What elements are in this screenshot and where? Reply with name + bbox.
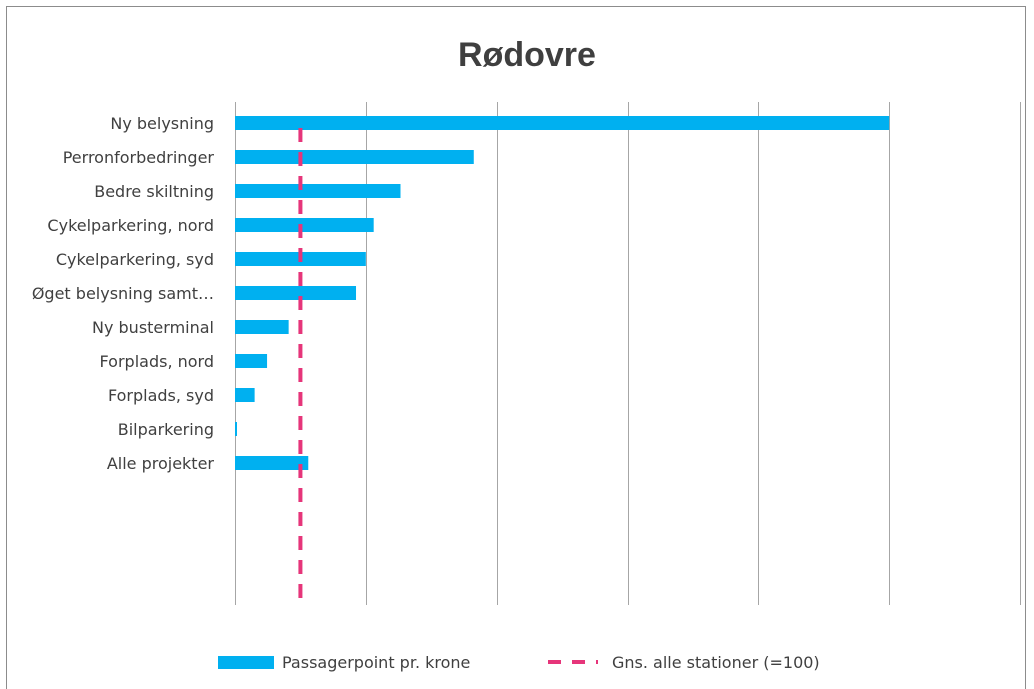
category-label-10: Alle projekter — [107, 454, 215, 473]
category-label-8: Forplads, syd — [108, 386, 214, 405]
bar-0 — [235, 116, 890, 130]
category-label-5: Øget belysning samt… — [32, 284, 214, 303]
category-labels: Ny belysning Perronforbedringer Bedre skil… — [32, 114, 215, 473]
category-label-9: Bilparkering — [118, 420, 214, 439]
bar-1 — [235, 150, 474, 164]
bar-9 — [235, 422, 237, 436]
bar-2 — [235, 184, 401, 198]
category-label-1: Perronforbedringer — [63, 148, 215, 167]
bar-5 — [235, 286, 357, 300]
category-label-6: Ny busterminal — [92, 318, 214, 337]
bar-7 — [235, 354, 268, 368]
bar-8 — [235, 388, 255, 402]
gridlines — [235, 102, 1021, 605]
bars — [235, 116, 890, 470]
bar-6 — [235, 320, 289, 334]
category-label-3: Cykelparkering, nord — [47, 216, 214, 235]
category-label-7: Forplads, nord — [100, 352, 214, 371]
bar-3 — [235, 218, 374, 232]
legend-swatch-bar — [218, 656, 274, 669]
category-label-0: Ny belysning — [110, 114, 214, 133]
chart-title: Rødovre — [458, 36, 596, 74]
category-label-4: Cykelparkering, syd — [56, 250, 214, 269]
legend-label-bar: Passagerpoint pr. krone — [282, 653, 470, 672]
legend-label-reference-line: Gns. alle stationer (=100) — [612, 653, 820, 672]
legend: Passagerpoint pr. krone Gns. alle statio… — [218, 653, 820, 672]
bar-10 — [235, 456, 309, 470]
category-label-2: Bedre skiltning — [94, 182, 214, 201]
